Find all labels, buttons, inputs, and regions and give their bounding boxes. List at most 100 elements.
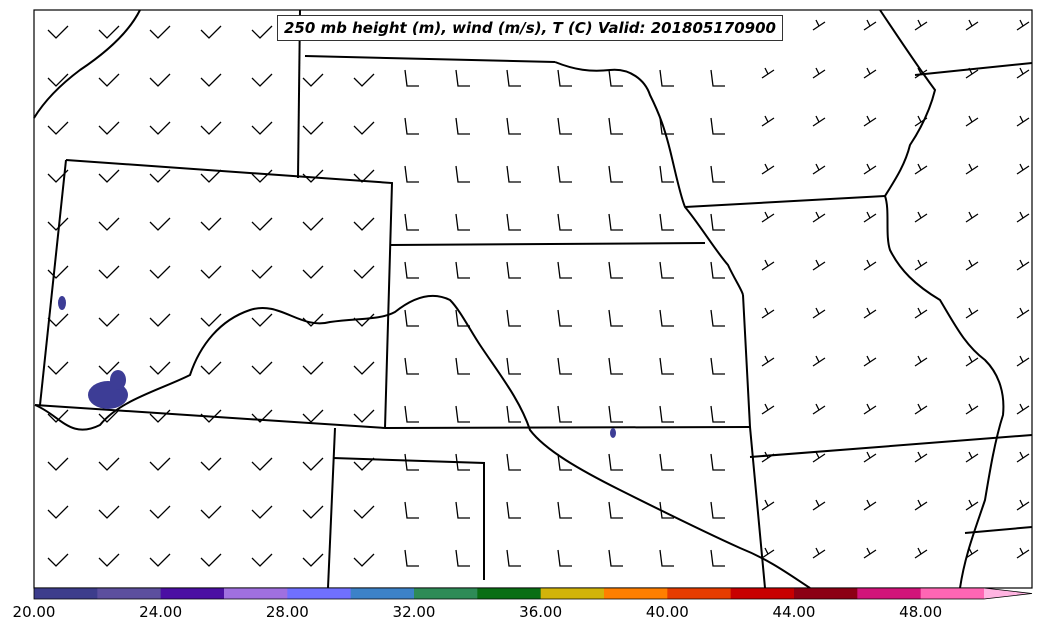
wind-barb <box>863 547 877 559</box>
wind-barb <box>710 405 725 423</box>
wind-barb <box>506 213 521 231</box>
wind-barb <box>98 457 120 471</box>
wind-barb <box>455 69 470 87</box>
wind-barb <box>1016 499 1030 511</box>
wind-barb <box>965 403 979 415</box>
wind-barb <box>1016 307 1030 319</box>
wind-barb <box>404 165 419 183</box>
wind-barb <box>455 213 470 231</box>
red-arkansas-river <box>34 294 811 589</box>
wind-barb <box>455 117 470 135</box>
wind-barb <box>251 553 273 567</box>
wind-barb <box>608 405 623 423</box>
wind-barb <box>863 163 877 175</box>
colorbar-swatch <box>477 588 542 599</box>
wind-barb <box>965 451 979 463</box>
wind-barb <box>506 69 521 87</box>
wind-barb <box>608 213 623 231</box>
wind-barb <box>710 69 725 87</box>
wind-barb <box>251 25 273 39</box>
wind-barb <box>965 259 979 271</box>
wind-barb <box>710 501 725 519</box>
wind-barb <box>761 307 775 319</box>
wind-barb <box>608 453 623 471</box>
wind-barb <box>455 453 470 471</box>
wind-barb <box>200 217 222 231</box>
wind-barb <box>98 505 120 519</box>
kansas-north <box>389 242 706 246</box>
arkansas-north <box>749 434 1033 458</box>
colorbar-swatch <box>97 588 162 599</box>
wind-barb <box>863 355 877 367</box>
oklahoma-panhandle <box>332 457 485 580</box>
wind-barb <box>149 505 171 519</box>
wind-barb <box>302 265 324 279</box>
utah-west-line <box>39 159 67 406</box>
wind-barb <box>659 69 674 87</box>
wind-barb <box>812 67 826 79</box>
wind-barb <box>47 409 69 423</box>
wind-barb <box>761 547 775 559</box>
wind-barb <box>914 19 928 31</box>
wind-barb <box>47 361 69 375</box>
wind-barb <box>149 25 171 39</box>
wind-barb <box>608 357 623 375</box>
precip-shading <box>58 296 616 438</box>
wind-barb <box>608 261 623 279</box>
wind-barb <box>404 261 419 279</box>
wind-barb <box>914 451 928 463</box>
wind-barb <box>761 499 775 511</box>
wind-barb <box>914 259 928 271</box>
wind-barb <box>353 409 375 423</box>
wind-barb <box>710 117 725 135</box>
wind-barb <box>710 309 725 327</box>
wind-barb <box>251 409 273 423</box>
wind-barb <box>1016 547 1030 559</box>
wind-barb <box>1016 211 1030 223</box>
wind-barb <box>200 361 222 375</box>
wind-barb <box>302 121 324 135</box>
wind-barb <box>353 73 375 87</box>
wind-barb <box>251 121 273 135</box>
wind-barb <box>1016 67 1030 79</box>
wind-barb <box>98 265 120 279</box>
wind-barb <box>914 355 928 367</box>
wind-barb <box>914 499 928 511</box>
wind-barb <box>506 261 521 279</box>
wind-barb <box>812 163 826 175</box>
wind-barb <box>98 313 120 327</box>
wind-barb <box>1016 19 1030 31</box>
mississippi-river <box>879 9 1005 589</box>
wind-barb <box>98 409 120 423</box>
wind-barb <box>506 357 521 375</box>
wind-barb <box>812 19 826 31</box>
wind-barb <box>863 259 877 271</box>
wind-barb <box>149 457 171 471</box>
wind-barb <box>251 217 273 231</box>
wind-barb <box>761 211 775 223</box>
wind-barb <box>1016 355 1030 367</box>
wind-barb <box>659 261 674 279</box>
wind-barb <box>761 115 775 127</box>
wind-barb <box>506 165 521 183</box>
wind-barb <box>353 217 375 231</box>
state-borders <box>33 9 1033 589</box>
wind-barb <box>302 553 324 567</box>
wind-barb <box>98 73 120 87</box>
wind-barb <box>863 115 877 127</box>
wind-barb <box>710 261 725 279</box>
wind-barb <box>659 357 674 375</box>
wind-barb <box>914 403 928 415</box>
colorbar-tick-label: 20.00 <box>12 603 56 621</box>
colorbar-tick-label: 48.00 <box>899 603 943 621</box>
wind-barb <box>812 403 826 415</box>
wind-barb <box>557 453 572 471</box>
wind-barb <box>455 261 470 279</box>
wind-barb <box>200 313 222 327</box>
wind-barb <box>557 405 572 423</box>
map-title: 250 mb height (m), wind (m/s), T (C) Val… <box>277 15 783 41</box>
wind-barb <box>863 307 877 319</box>
colorado-border <box>65 159 394 429</box>
wind-barb <box>965 19 979 31</box>
wind-barb <box>47 73 69 87</box>
